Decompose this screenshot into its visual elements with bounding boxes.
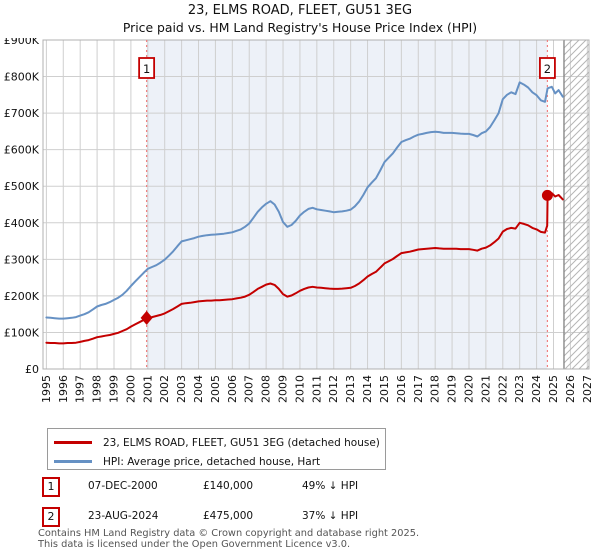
x-tick-label: 2001 (141, 375, 154, 403)
sale-marker-1 (140, 310, 153, 325)
x-tick-label: 2021 (479, 375, 492, 403)
x-tick-label: 2000 (124, 375, 137, 403)
sale-marker-2 (541, 189, 553, 201)
sale-flag-box-1 (138, 57, 156, 79)
sale-date-2: 23-AUG-2024 (88, 510, 159, 522)
x-tick-label: 2015 (378, 375, 391, 403)
sale-price-1: £140,000 (203, 480, 254, 492)
footer-line-2: This data is licensed under the Open Gov… (38, 538, 351, 550)
x-tick-label: 2003 (175, 375, 188, 403)
x-tick-label: 2005 (209, 375, 222, 403)
legend-item-hpi: HPI: Average price, detached house, Hart (54, 454, 385, 469)
y-tick-label: £800K (4, 71, 40, 84)
sale-hpi-diff-1: 49% ↓ HPI (302, 480, 359, 492)
x-tick-label: 2002 (158, 375, 171, 403)
sale-hpi-diff-2: 37% ↓ HPI (302, 510, 359, 522)
x-tick-label: 2022 (496, 375, 509, 403)
x-tick-label: 2012 (327, 375, 340, 403)
x-tick-label: 1997 (74, 375, 87, 403)
x-tick-label: 2020 (462, 375, 475, 403)
y-tick-label: £700K (4, 107, 40, 120)
x-tick-label: 2014 (361, 375, 374, 403)
x-tick-label: 2017 (412, 375, 425, 403)
sale-flag-box-2 (539, 57, 556, 79)
x-tick-label: 2011 (310, 375, 323, 403)
property-price-line (45, 192, 564, 345)
footer-line-1: Contains HM Land Registry data © Crown c… (38, 528, 420, 539)
x-tick-label: 2006 (226, 375, 239, 403)
x-tick-label: 2025 (547, 375, 560, 403)
x-tick-label: 2026 (564, 375, 577, 403)
x-tick-label: 2008 (260, 375, 273, 403)
sale-flag-label-2: 2 (544, 62, 551, 76)
footer: Contains HM Land Registry data © Crown c… (38, 528, 420, 550)
y-tick-label: £200K (4, 290, 40, 303)
hpi-line (45, 81, 564, 320)
price-chart: 1 2 £0 £100K £200K £300K £400K £500K £600K £700K £… (4, 38, 594, 403)
y-tick-label: £300K (4, 253, 40, 266)
x-tick-label: 2027 (581, 375, 594, 403)
page-subtitle: Price paid vs. HM Land Registry's House … (122, 20, 478, 35)
y-tick-label: £0 (25, 363, 39, 376)
x-tick-label: 2009 (277, 375, 290, 403)
sale-number-badge-2: 2 (42, 507, 60, 527)
x-tick-label: 2019 (446, 375, 459, 403)
y-tick-label: £900K (4, 38, 40, 47)
sale-flag-label-1: 1 (143, 62, 150, 76)
x-tick-label: 2024 (530, 375, 543, 403)
x-tick-label: 1995 (40, 375, 53, 403)
y-tick-label: £500K (4, 180, 40, 193)
y-tick-label: £100K (4, 326, 40, 339)
ownership-shaded-region (146, 40, 548, 369)
x-tick-label: 2013 (344, 375, 357, 403)
page-title: 23, ELMS ROAD, FLEET, GU51 3EG (187, 3, 413, 18)
x-tick-label: 1996 (57, 375, 70, 403)
legend-swatch-property (54, 441, 92, 444)
legend-label-hpi: HPI: Average price, detached house, Hart (103, 455, 321, 468)
y-tick-label: £600K (4, 144, 40, 157)
x-tick-label: 2010 (293, 375, 306, 403)
x-tick-label: 1998 (91, 375, 104, 403)
sale-number-badge-1: 1 (42, 477, 60, 497)
x-tick-label: 1999 (107, 375, 120, 403)
y-tick-label: £400K (4, 217, 40, 230)
sale-price-2: £475,000 (203, 510, 254, 522)
legend-item-property: 23, ELMS ROAD, FLEET, GU51 3EG (detached… (54, 435, 385, 450)
no-data-hatched-region (563, 40, 589, 369)
x-tick-label: 2016 (395, 375, 408, 403)
sale-date-1: 07-DEC-2000 (88, 480, 158, 492)
x-tick-label: 2004 (192, 375, 205, 403)
legend-label-property: 23, ELMS ROAD, FLEET, GU51 3EG (detached… (103, 436, 380, 449)
chart-legend: 23, ELMS ROAD, FLEET, GU51 3EG (detached… (47, 428, 386, 470)
x-tick-label: 2007 (243, 375, 256, 403)
legend-swatch-hpi (54, 460, 92, 463)
x-tick-label: 2023 (513, 375, 526, 403)
sale-row-2: 2 23-AUG-2024 £475,000 37% ↓ HPI (0, 507, 600, 529)
x-tick-label: 2018 (429, 375, 442, 403)
sale-row-1: 1 07-DEC-2000 £140,000 49% ↓ HPI (0, 477, 600, 499)
